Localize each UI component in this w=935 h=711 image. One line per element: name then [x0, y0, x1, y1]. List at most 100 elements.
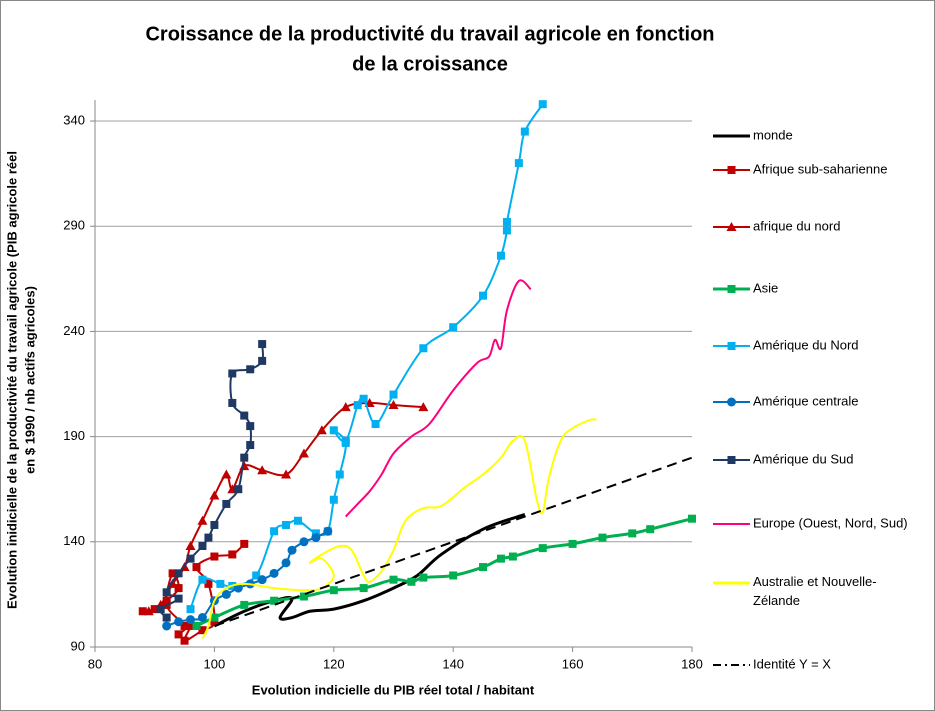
- marker: [389, 390, 398, 399]
- y-tick-label: 290: [63, 218, 85, 233]
- marker: [174, 569, 183, 578]
- marker: [192, 563, 201, 572]
- marker: [180, 621, 189, 630]
- x-tick-label: 160: [562, 656, 584, 671]
- x-tick-label: 180: [681, 656, 703, 671]
- marker: [168, 569, 177, 578]
- marker: [502, 218, 511, 227]
- marker: [538, 100, 547, 109]
- marker: [174, 584, 183, 593]
- marker: [186, 554, 195, 563]
- marker: [162, 596, 171, 605]
- marker: [257, 465, 268, 475]
- marker: [646, 525, 655, 534]
- marker: [419, 573, 428, 582]
- marker: [209, 490, 220, 500]
- x-tick-label: 100: [204, 656, 226, 671]
- marker: [174, 594, 183, 603]
- marker: [727, 342, 736, 350]
- marker: [270, 596, 279, 605]
- legend-label: Australie et Nouvelle- Zélande: [753, 574, 877, 608]
- y-tick-label: 340: [63, 112, 85, 127]
- marker: [246, 365, 255, 374]
- marker: [221, 469, 232, 479]
- marker: [359, 584, 368, 593]
- marker: [246, 422, 255, 431]
- y-axis-label: Evolution inidicielle de la productivité…: [4, 151, 19, 609]
- marker: [520, 127, 529, 136]
- marker: [240, 539, 249, 548]
- marker: [240, 453, 249, 462]
- marker: [538, 544, 547, 553]
- marker: [341, 436, 350, 445]
- marker: [210, 552, 219, 561]
- marker: [197, 515, 208, 525]
- marker: [138, 607, 147, 616]
- chart-title: Croissance de la productivité du travail…: [145, 23, 714, 45]
- marker: [311, 533, 321, 543]
- legend-label: Europe (Ouest, Nord, Sud): [753, 515, 908, 530]
- marker: [371, 419, 380, 428]
- legend-label: Amérique du Sud: [753, 451, 853, 466]
- marker: [389, 575, 398, 584]
- marker: [419, 344, 428, 353]
- x-tick-label: 140: [442, 656, 464, 671]
- marker: [222, 499, 231, 508]
- legend-label: Identité Y = X: [753, 656, 831, 671]
- marker: [258, 340, 267, 349]
- legend-label-part: Zélande: [753, 593, 800, 608]
- marker: [407, 577, 416, 586]
- marker: [180, 636, 189, 645]
- marker: [329, 426, 338, 435]
- marker: [323, 526, 333, 536]
- marker: [228, 550, 237, 559]
- marker: [449, 571, 458, 580]
- marker: [316, 425, 327, 435]
- marker: [281, 469, 292, 479]
- x-tick-label: 120: [323, 656, 345, 671]
- marker: [281, 558, 291, 568]
- marker: [156, 605, 165, 614]
- marker: [174, 630, 183, 639]
- marker: [479, 563, 488, 572]
- marker: [228, 398, 237, 407]
- marker: [186, 621, 195, 630]
- marker: [197, 613, 207, 623]
- marker: [598, 533, 607, 542]
- marker: [335, 470, 344, 479]
- legend-label-part: Australie et Nouvelle-: [753, 574, 877, 589]
- marker: [727, 456, 736, 464]
- marker: [198, 626, 207, 635]
- marker: [174, 617, 184, 627]
- marker: [496, 554, 505, 563]
- legend-label: Asie: [753, 280, 778, 295]
- marker: [216, 579, 225, 588]
- marker: [221, 589, 231, 599]
- marker: [210, 520, 219, 529]
- series-line: [189, 103, 544, 610]
- marker: [299, 592, 308, 601]
- marker: [233, 583, 243, 593]
- marker: [299, 537, 309, 547]
- marker: [210, 617, 219, 626]
- marker: [270, 527, 279, 536]
- legend-label: Amérique centrale: [753, 393, 859, 408]
- marker: [257, 575, 267, 585]
- x-axis-label: Evolution indicielle du PIB réel total /…: [252, 682, 535, 697]
- marker: [508, 552, 517, 561]
- marker: [353, 401, 362, 410]
- y-tick-label: 90: [71, 638, 85, 653]
- marker: [568, 539, 577, 548]
- marker: [186, 615, 196, 625]
- marker: [726, 222, 737, 231]
- marker: [210, 613, 219, 622]
- legend-label: afrique du nord: [753, 218, 840, 233]
- marker: [329, 495, 338, 504]
- marker: [246, 441, 255, 450]
- marker: [388, 400, 399, 410]
- marker: [479, 291, 488, 300]
- marker: [228, 369, 237, 378]
